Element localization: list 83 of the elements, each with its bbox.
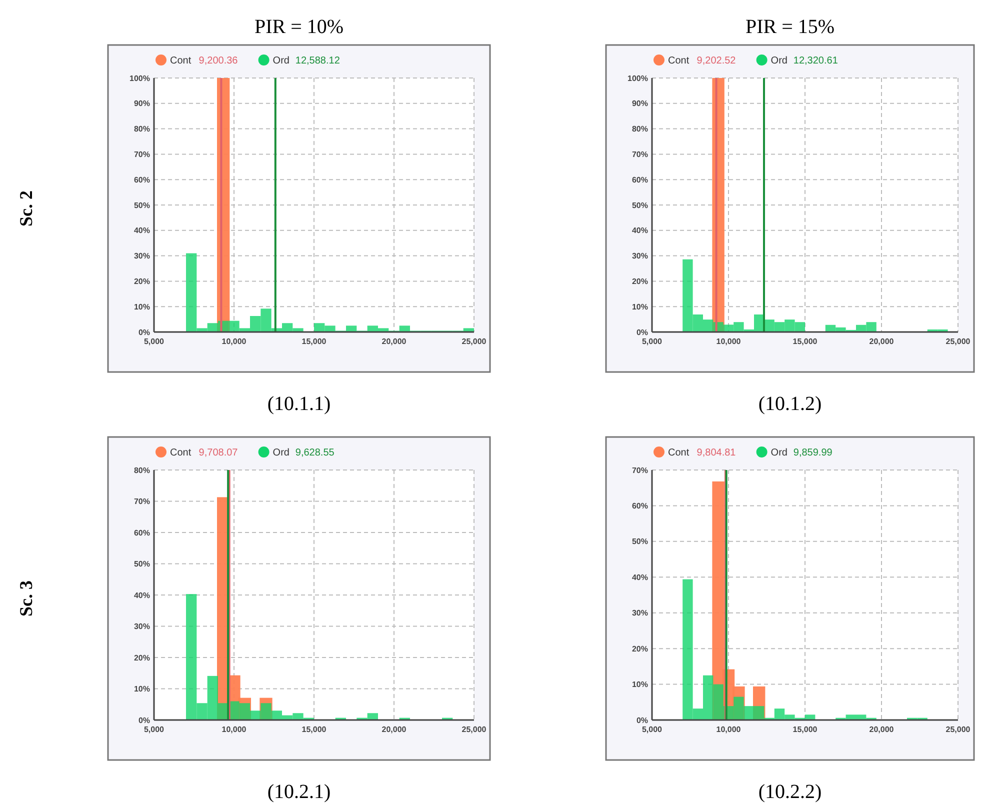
text: (10.2.2) (758, 781, 822, 803)
y-tick-label: 60% (134, 528, 150, 538)
y-tick-label: 100% (628, 74, 648, 83)
x-tick-label: 10,000 (222, 337, 247, 346)
y-tick-label: 40% (632, 572, 648, 582)
legend-label: Ord (770, 448, 788, 458)
y-tick-label: 50% (632, 537, 648, 546)
x-tick-label: 25,000 (462, 725, 487, 734)
y-tick-label: 30% (134, 252, 150, 261)
x-tick-label: 5,000 (144, 337, 165, 346)
x-tick-label: 10,000 (716, 337, 742, 346)
legend-label: Cont (170, 448, 192, 458)
x-tick-label: 20,000 (382, 337, 407, 346)
legend-label: Ord (272, 56, 290, 66)
ref-line-label: 12,320.61 (793, 56, 838, 66)
x-tick-label: 15,000 (302, 337, 327, 346)
x-tick-label: 5,000 (642, 725, 663, 734)
x-tick-label: 15,000 (302, 725, 327, 734)
y-tick-label: 10% (134, 684, 150, 694)
ref-line-label: 9,708.07 (198, 448, 238, 458)
y-tick-label: 20% (134, 277, 150, 286)
ref-line-label: 9,202.52 (696, 56, 736, 66)
y-tick-label: 30% (632, 252, 648, 261)
y-tick-label: 30% (632, 608, 648, 618)
x-tick-label: 5,000 (642, 337, 663, 346)
y-tick-label: 90% (134, 99, 150, 108)
y-tick-label: 10% (134, 302, 150, 312)
y-axis-title: Sc. 3 (16, 580, 36, 616)
y-tick-label: 70% (134, 150, 150, 159)
y-tick-label: 10% (632, 302, 648, 312)
x-tick-label: 20,000 (869, 725, 894, 734)
y-tick-label: 40% (134, 226, 150, 236)
x-tick-label: 5,000 (144, 725, 165, 734)
ref-line-label: 12,588.12 (295, 56, 340, 66)
y-tick-label: 50% (632, 200, 648, 210)
y-tick-label: 50% (134, 200, 150, 210)
y-tick-label: 0% (636, 328, 648, 337)
ref-line-label: 9,628.55 (295, 448, 335, 458)
y-tick-label: 50% (134, 560, 150, 569)
legend-label: Cont (668, 56, 690, 66)
legend-label: Cont (170, 56, 192, 66)
y-tick-label: 60% (134, 175, 150, 184)
x-tick-label: 10,000 (222, 725, 247, 734)
x-tick-label: 15,000 (792, 337, 818, 346)
legend-label: Cont (668, 448, 690, 458)
y-tick-label: 90% (632, 99, 648, 108)
ref-line-label: 9,804.81 (696, 448, 736, 458)
y-tick-label: 0% (636, 716, 648, 725)
y-tick-label: 10% (632, 680, 648, 690)
y-tick-label: 0% (138, 716, 150, 725)
y-axis-title: Sc. 2 (16, 190, 36, 226)
ref-line-label: 9,859.99 (793, 448, 833, 458)
x-tick-label: 20,000 (382, 725, 407, 734)
y-tick-label: 20% (632, 644, 648, 654)
y-tick-label: 80% (134, 124, 150, 134)
chart-title: PIR = 10% (254, 16, 344, 38)
y-tick-label: 40% (632, 226, 648, 236)
chart-title: PIR = 15% (745, 16, 835, 38)
ref-line-label: 9,200.36 (198, 56, 238, 66)
x-tick-label: 25,000 (462, 337, 487, 346)
legend-label: Ord (272, 448, 290, 458)
x-tick-label: 15,000 (792, 725, 818, 734)
y-tick-label: 80% (632, 124, 648, 134)
text: (10.2.1) (267, 781, 331, 803)
y-tick-label: 100% (130, 74, 150, 83)
text: (10.1.2) (758, 393, 822, 415)
y-tick-label: 70% (632, 466, 648, 475)
x-tick-label: 10,000 (716, 725, 742, 734)
y-tick-label: 60% (632, 502, 648, 511)
y-tick-label: 30% (134, 622, 150, 632)
y-tick-label: 60% (632, 175, 648, 184)
x-tick-label: 20,000 (869, 337, 894, 346)
x-tick-label: 25,000 (946, 337, 971, 346)
y-tick-label: 40% (134, 590, 150, 600)
y-tick-label: 70% (134, 497, 150, 506)
y-tick-label: 80% (134, 466, 150, 475)
x-tick-label: 25,000 (946, 725, 971, 734)
y-tick-label: 20% (134, 653, 150, 662)
y-tick-label: 0% (138, 328, 150, 337)
y-tick-label: 70% (632, 150, 648, 159)
y-tick-label: 20% (632, 277, 648, 286)
text: (10.1.1) (267, 393, 331, 415)
legend-label: Ord (770, 56, 788, 66)
